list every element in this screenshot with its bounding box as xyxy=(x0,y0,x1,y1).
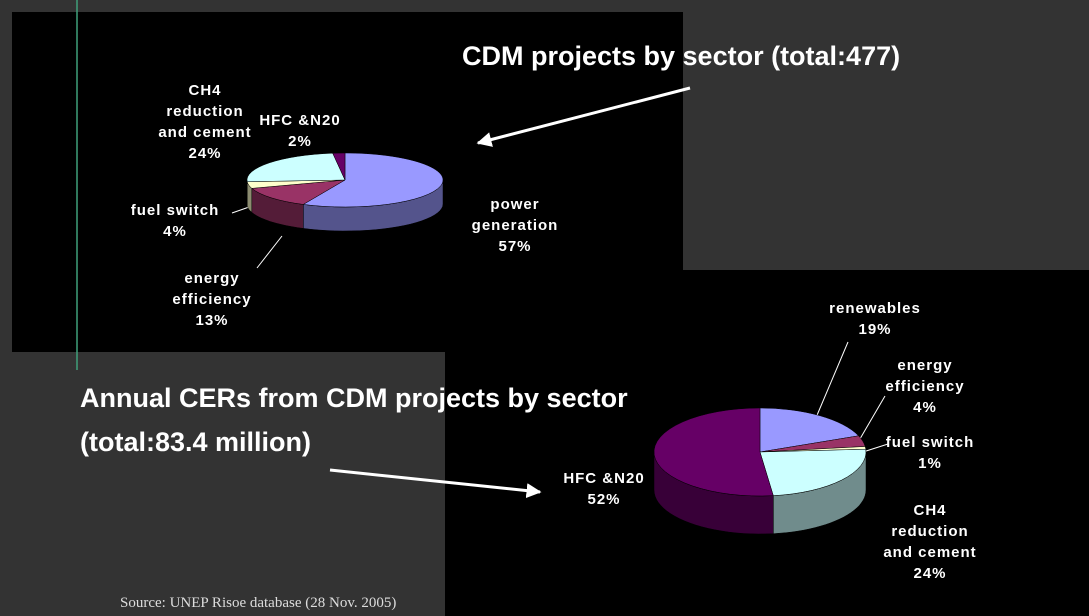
slice-label: fuel switch 4% xyxy=(110,200,240,242)
slice-value-label: 4% xyxy=(163,223,187,240)
slice-label: HFC &N20 52% xyxy=(554,468,654,510)
slice-label: fuel switch 1% xyxy=(865,432,995,474)
slice-category: CH4 reduction and cement xyxy=(158,82,252,141)
pie-slice xyxy=(653,407,774,497)
slice-value-label: 24% xyxy=(913,565,947,582)
slice-category: energy efficiency xyxy=(172,270,252,308)
slice-category: CH4 reduction and cement xyxy=(883,502,977,561)
pie-slice xyxy=(302,152,444,208)
arrow xyxy=(476,86,691,147)
slice-category: energy efficiency xyxy=(885,357,965,395)
slice-label: power generation 57% xyxy=(460,194,570,257)
slice-category: power generation xyxy=(471,196,559,234)
pie-slice xyxy=(251,179,346,205)
chart-title: Annual CERs from CDM projects by sector … xyxy=(80,383,628,457)
slice-label: energy efficiency 13% xyxy=(157,268,267,331)
slice-value-label: 52% xyxy=(587,491,621,508)
pie-slice xyxy=(759,448,867,496)
chart-title: CDM projects by sector (total:477) xyxy=(462,41,901,71)
pie-slice xyxy=(759,407,860,453)
pies xyxy=(246,152,867,535)
slice-value-label: 4% xyxy=(913,399,937,416)
slice-value-label: 1% xyxy=(918,455,942,472)
pie-slice xyxy=(332,152,346,181)
slice-category: HFC &N20 xyxy=(259,112,341,129)
slice-label: renewables 19% xyxy=(810,298,940,340)
slice-value-label: 57% xyxy=(498,238,532,255)
slice-value-label: 19% xyxy=(858,321,892,338)
slice-label: CH4 reduction and cement 24% xyxy=(150,80,260,164)
pie-slice xyxy=(246,152,346,182)
slice-category: renewables xyxy=(829,300,921,317)
slice-category: fuel switch xyxy=(130,202,220,219)
slice-value-label: 2% xyxy=(288,133,312,150)
slice-label: energy efficiency 4% xyxy=(870,355,980,418)
slice-category: fuel switch xyxy=(885,434,975,451)
slice-value-label: 13% xyxy=(195,312,229,329)
slice-label: HFC &N20 2% xyxy=(250,110,350,152)
slice-category: HFC &N20 xyxy=(563,470,645,487)
source-note: Source: UNEP Risoe database (28 Nov. 200… xyxy=(120,595,397,611)
slice-label: CH4 reduction and cement 24% xyxy=(875,500,985,584)
arrow xyxy=(329,468,542,499)
slice-value-label: 24% xyxy=(188,145,222,162)
leader-lines xyxy=(231,205,889,453)
